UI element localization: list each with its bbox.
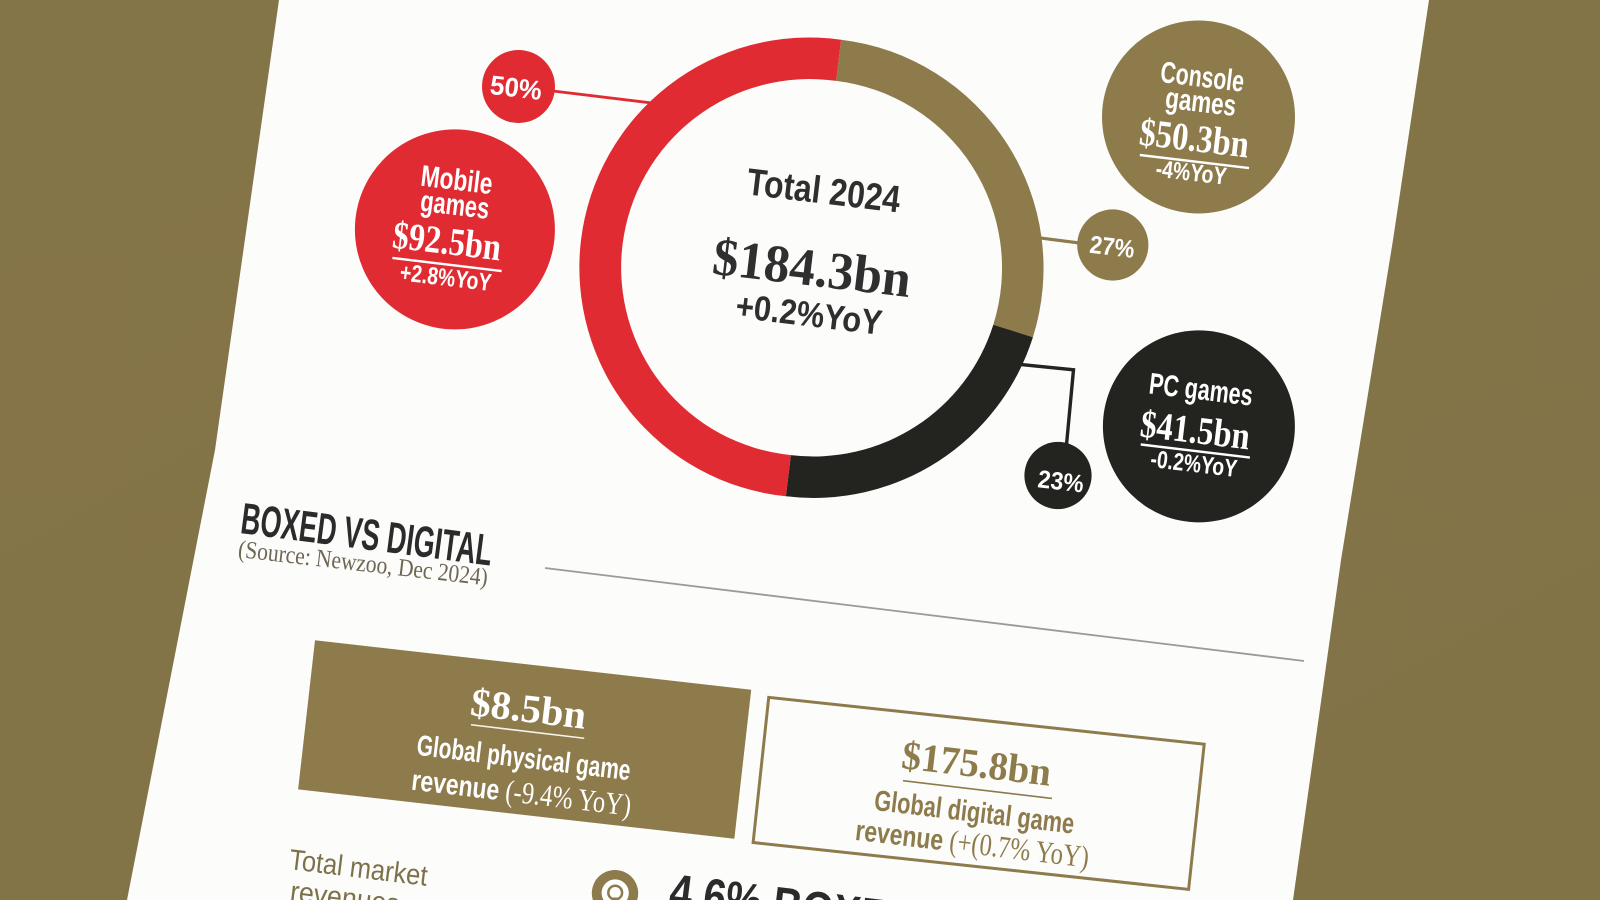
svg-text:50%: 50% <box>488 70 543 106</box>
svg-text:games: games <box>419 185 491 226</box>
svg-text:23%: 23% <box>1036 465 1085 498</box>
svg-text:27%: 27% <box>1088 231 1136 264</box>
